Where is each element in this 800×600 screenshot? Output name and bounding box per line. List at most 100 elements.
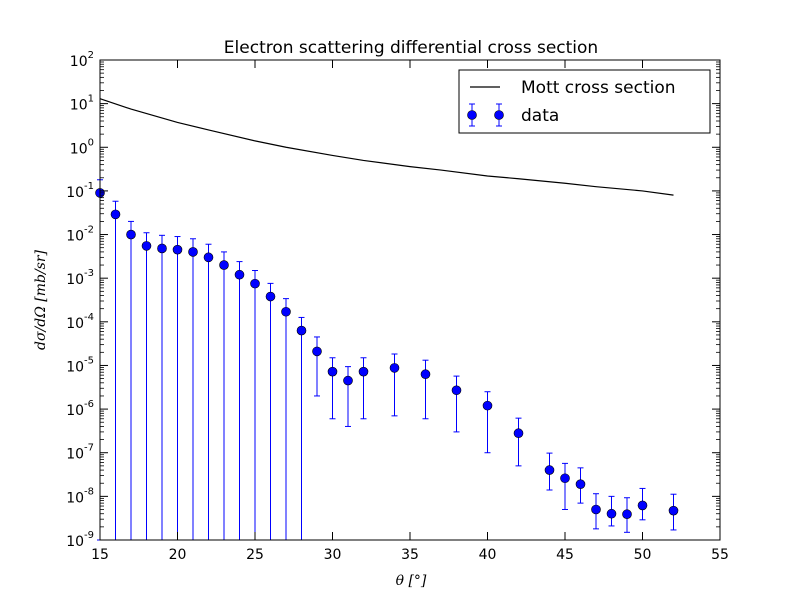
tick-layer: 15 20 25 30 35 40 45 50 5510-910-810-710-610-510… [66, 50, 729, 563]
data-point [575, 479, 586, 489]
data-point [219, 260, 229, 270]
y-tick-label: 10-7 [66, 443, 94, 463]
data-point-group [296, 316, 307, 541]
y-tick-label: 10-9 [66, 530, 94, 550]
x-tick-label: 45 [556, 547, 574, 563]
data-point-group [591, 493, 601, 530]
data-point [451, 385, 462, 396]
data-point-group [575, 467, 586, 504]
y-tick-base: 10 [70, 98, 88, 114]
legend-entry-mott: Mott cross section [521, 78, 676, 98]
data-layer [95, 98, 679, 541]
x-tick-label: 30 [324, 547, 342, 563]
data-point [358, 366, 369, 377]
legend: Mott cross section data [458, 69, 711, 134]
y-tick-exponent: -6 [84, 399, 94, 410]
legend-entry-data: data [521, 106, 559, 126]
x-tick-label: 40 [479, 547, 497, 563]
x-tick-label: 55 [711, 547, 729, 563]
data-point-group [668, 493, 679, 531]
y-tick-exponent: -4 [84, 312, 94, 323]
data-point [234, 269, 245, 280]
data-point [668, 505, 679, 516]
data-point [622, 509, 632, 520]
x-tick-label: 50 [634, 547, 652, 563]
data-point-group [312, 336, 322, 397]
data-point-group [606, 495, 617, 527]
plot-frame [99, 59, 721, 541]
data-point-group [327, 357, 338, 420]
data-point-group [622, 497, 632, 533]
y-tick-base: 10 [66, 403, 84, 419]
y-tick-base: 10 [66, 534, 84, 550]
x-tick-label: 20 [169, 547, 187, 563]
y-tick-exponent: -8 [84, 486, 94, 497]
data-point [389, 363, 400, 373]
data-point-group [513, 417, 524, 467]
y-tick-label: 10-6 [66, 399, 94, 419]
y-tick-label: 100 [70, 137, 94, 157]
y-tick-exponent: 2 [88, 50, 94, 61]
y-tick-base: 10 [66, 185, 84, 201]
data-point [157, 243, 167, 254]
y-tick-exponent: -3 [84, 268, 94, 279]
legend-data-marker [467, 103, 504, 127]
data-point [172, 244, 183, 255]
y-tick-label: 10-1 [66, 181, 94, 201]
y-tick-label: 10-5 [66, 355, 94, 375]
legend-point-2 [494, 110, 504, 120]
data-point [343, 375, 353, 386]
data-point-group [420, 359, 431, 420]
legend-box [458, 69, 711, 134]
data-point-group [482, 391, 493, 454]
y-tick-exponent: -5 [84, 355, 94, 366]
y-tick-label: 101 [70, 94, 94, 114]
y-tick-exponent: 0 [88, 137, 94, 148]
data-point-group [281, 298, 291, 541]
plot-area [100, 60, 720, 540]
mott-cross-section-line [99, 98, 674, 196]
data-point-group [358, 357, 369, 420]
data-point [606, 508, 617, 519]
data-point-group [560, 462, 570, 510]
data-point [544, 465, 555, 475]
data-point [281, 306, 291, 317]
y-tick-base: 10 [66, 490, 84, 506]
y-tick-exponent: -1 [84, 181, 94, 192]
data-point-group [451, 375, 462, 433]
data-point [560, 473, 570, 484]
y-tick-label: 10-2 [66, 225, 94, 245]
data-point [637, 500, 648, 511]
y-tick-label: 10-8 [66, 486, 94, 506]
y-tick-base: 10 [66, 272, 84, 288]
y-tick-base: 10 [66, 359, 84, 375]
y-tick-exponent: -9 [84, 530, 94, 541]
data-point [126, 229, 136, 240]
data-point-group [544, 452, 555, 491]
x-tick-label: 25 [246, 547, 264, 563]
data-point [482, 400, 493, 411]
data-point [110, 209, 121, 220]
data-point [312, 346, 322, 357]
data-point [203, 252, 214, 263]
y-axis-label: dσ/dΩ [mb/sr] [33, 249, 49, 350]
data-point [250, 278, 260, 289]
data-point-group [343, 366, 353, 427]
y-tick-exponent: -7 [84, 443, 94, 454]
y-tick-base: 10 [66, 316, 84, 332]
data-point [141, 241, 152, 251]
data-point-group [637, 487, 648, 521]
y-tick-label: 102 [70, 50, 94, 70]
chart-title: Electron scattering differential cross s… [224, 38, 598, 58]
data-point [591, 504, 601, 515]
x-tick-label: 15 [91, 547, 109, 563]
y-tick-base: 10 [70, 141, 88, 157]
data-point [265, 291, 276, 302]
data-point [420, 369, 431, 380]
data-point [296, 325, 307, 336]
y-tick-label: 10-3 [66, 268, 94, 288]
y-tick-base: 10 [66, 229, 84, 245]
legend-point-1 [467, 110, 477, 120]
data-point [188, 247, 198, 257]
